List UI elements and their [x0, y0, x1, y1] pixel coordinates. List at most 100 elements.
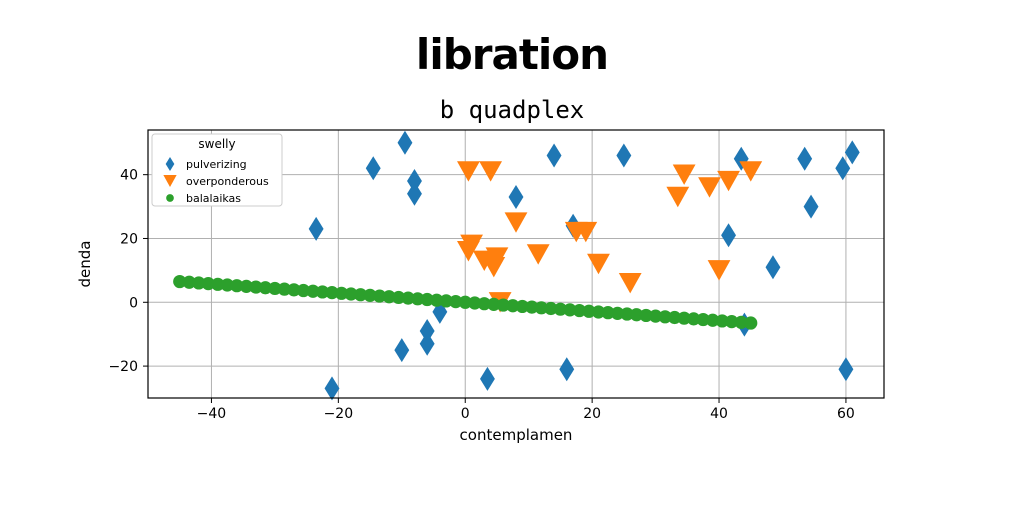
legend-marker [165, 157, 175, 171]
legend-marker [163, 175, 177, 187]
data-point [534, 301, 548, 315]
legend-label: balalaikas [186, 192, 241, 205]
data-point [496, 298, 510, 312]
data-point [587, 253, 610, 275]
data-point [277, 282, 292, 296]
x-tick-label: −40 [197, 406, 227, 422]
legend-items: pulverizing overponderous balalaikas [163, 157, 269, 205]
data-point [472, 250, 496, 272]
legend-marker [166, 194, 174, 202]
data-point [487, 297, 501, 311]
data-point [457, 241, 480, 262]
data-point [397, 130, 413, 155]
data-point [220, 278, 234, 292]
data-point [696, 312, 710, 327]
data-points [173, 130, 860, 401]
data-point [407, 181, 422, 206]
x-tick-label: 20 [583, 406, 601, 422]
data-point [515, 299, 529, 314]
data-point [687, 312, 701, 326]
data-point [715, 314, 729, 328]
data-point [504, 212, 528, 233]
data-point [480, 366, 495, 391]
legend-label: pulverizing [186, 158, 247, 171]
data-point [287, 283, 301, 297]
data-point [239, 279, 253, 293]
data-point [648, 309, 663, 323]
data-point [601, 306, 615, 320]
data-point [574, 221, 598, 243]
data-point [546, 143, 562, 168]
data-point [334, 286, 349, 300]
data-point [439, 294, 453, 308]
data-point [618, 272, 642, 294]
axes [143, 129, 885, 403]
data-point [803, 194, 819, 219]
data-point [192, 276, 206, 290]
series-pulverizing [308, 130, 860, 401]
data-point [672, 164, 696, 185]
x-tick-label: −20 [324, 406, 354, 422]
legend-title: swelly [198, 137, 235, 151]
y-axis-label: denda [76, 241, 94, 288]
data-point [508, 185, 524, 209]
data-point [268, 281, 282, 296]
data-point [698, 177, 721, 198]
data-point [419, 319, 435, 343]
data-point [706, 313, 720, 327]
data-point [306, 284, 320, 298]
y-tick-label: 40 [120, 168, 138, 184]
data-point [201, 277, 215, 291]
data-point [407, 169, 422, 194]
data-point [666, 186, 690, 208]
data-point [457, 161, 480, 182]
data-point [430, 293, 444, 307]
data-point [629, 308, 644, 322]
data-point [734, 315, 748, 329]
data-point [211, 277, 225, 291]
data-point [382, 290, 396, 304]
data-point [344, 287, 358, 301]
data-point [582, 304, 596, 318]
data-point [325, 286, 339, 300]
y-tick-label: 20 [120, 231, 138, 247]
data-point [707, 260, 731, 281]
data-point [485, 247, 509, 268]
data-point [419, 331, 435, 356]
data-point [677, 311, 691, 325]
data-point [616, 143, 632, 168]
data-point [258, 281, 272, 295]
data-point [173, 274, 187, 289]
data-point [525, 300, 539, 314]
series-balalaikas [173, 274, 758, 330]
data-point [526, 244, 550, 265]
x-axis-label: contemplamen [460, 426, 573, 444]
data-point [363, 288, 377, 302]
tick-labels: −40 −20 0 20 40 60 −20 0 20 40 [108, 168, 854, 422]
data-point [324, 376, 340, 401]
data-point [468, 296, 482, 310]
data-point [479, 161, 503, 182]
data-point [230, 279, 244, 293]
data-point [797, 146, 813, 171]
data-point [572, 303, 587, 318]
data-point [725, 315, 739, 329]
data-point [420, 292, 434, 307]
legend: swelly pulverizing overponderous balalaika… [151, 133, 283, 207]
data-point [835, 156, 851, 181]
data-point [365, 156, 381, 181]
chart-subtitle: b quadplex [439, 96, 585, 124]
data-point [563, 303, 577, 317]
data-point [394, 338, 410, 363]
data-point [744, 316, 758, 330]
data-point [553, 302, 568, 316]
data-point [559, 357, 575, 382]
data-point [308, 216, 324, 241]
data-point [458, 295, 472, 309]
data-point [721, 223, 736, 248]
x-tick-label: 60 [837, 406, 855, 422]
data-point [544, 301, 558, 316]
data-point [372, 289, 387, 303]
data-point [506, 299, 520, 313]
